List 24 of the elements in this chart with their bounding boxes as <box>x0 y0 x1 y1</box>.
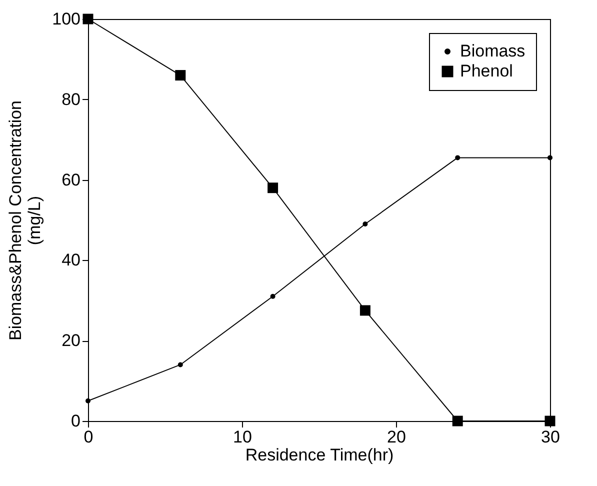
x-tick-label: 20 <box>387 428 406 446</box>
legend-label: Biomass <box>460 42 526 60</box>
y-tick-label: 0 <box>71 412 80 430</box>
point <box>268 182 278 194</box>
y-tick-label: 80 <box>62 90 80 109</box>
point <box>362 222 368 227</box>
legend-label: Phenol <box>460 62 513 80</box>
point <box>178 362 183 368</box>
point <box>175 70 186 81</box>
point <box>452 416 463 426</box>
x-tick-label: 0 <box>84 428 94 446</box>
y-tick-label: 40 <box>62 250 80 270</box>
point <box>270 294 276 299</box>
x-tick-label: 10 <box>233 428 252 446</box>
point <box>455 155 460 160</box>
x-axis-title: Residence Time(hr) <box>245 446 394 464</box>
point <box>86 398 90 404</box>
y-tick-label: 100 <box>52 10 80 28</box>
x-tick-label: 30 <box>541 428 560 446</box>
y-tick-label: 60 <box>62 170 80 190</box>
point <box>548 155 552 160</box>
y-axis-title: Biomass&Phenol Concentration (mg/L) <box>6 100 44 341</box>
y-tick-label: 20 <box>62 331 80 350</box>
point <box>360 305 370 316</box>
